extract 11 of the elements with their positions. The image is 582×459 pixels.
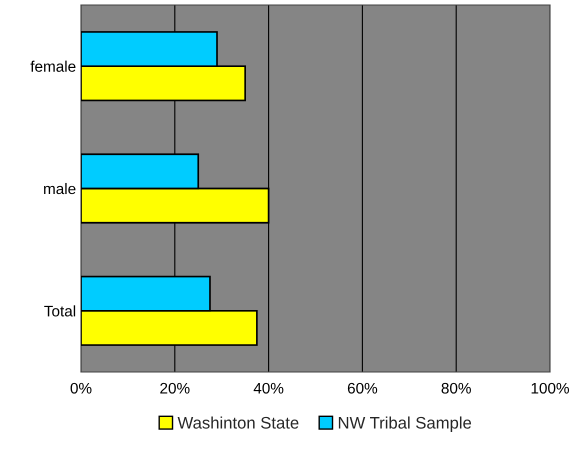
y-tick-label: female [30, 60, 76, 72]
x-tick-label: 80% [442, 382, 471, 394]
legend-label: NW Tribal Sample [338, 416, 472, 432]
y-tick-label: Total [44, 305, 76, 317]
x-tick-label: 60% [348, 382, 378, 394]
legend-label: Washinton State [178, 416, 298, 429]
x-tick-label: 0% [70, 382, 92, 394]
y-tick-label: male [44, 182, 76, 194]
x-tick-label: 20% [160, 382, 190, 394]
x-tick-label: 40% [254, 382, 284, 394]
x-tick-label: 100% [532, 382, 569, 394]
